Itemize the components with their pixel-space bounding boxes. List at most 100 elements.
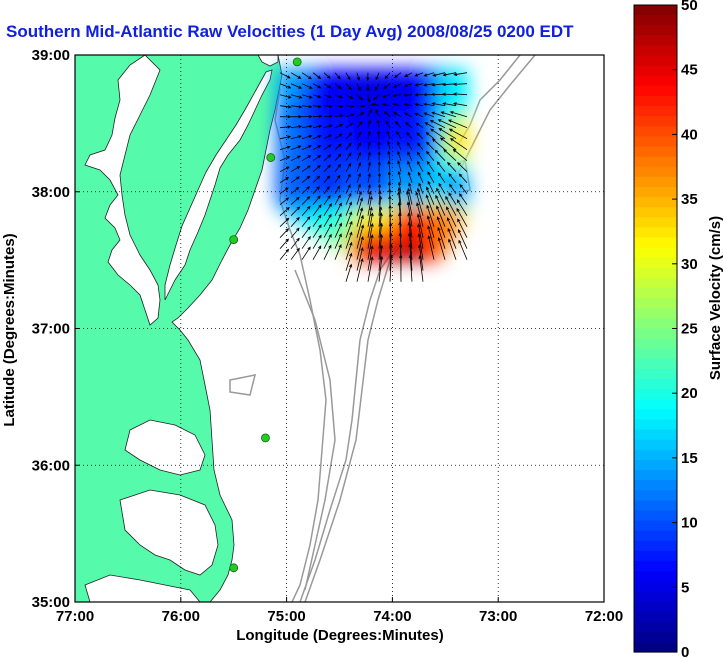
velocity-arrow [378,206,383,227]
field-cell [366,242,373,250]
velocity-arrow [375,108,380,117]
velocity-arrow [392,93,402,98]
field-cell [294,92,301,100]
field-cell [426,74,433,82]
field-cell [462,212,469,220]
colorbar-step [634,45,677,57]
colorbar-step [634,207,677,218]
velocity-arrow [431,83,446,87]
radar-stations [229,57,302,573]
velocity-arrow [356,207,364,227]
velocity-arrow [367,256,374,282]
field-cell [408,152,415,160]
field-cell [450,230,457,238]
velocity-arrow [407,160,413,172]
velocity-arrow [290,196,300,205]
field-cell [396,110,403,118]
field-cell [396,86,403,94]
field-cell [282,188,289,196]
velocity-arrow [345,83,352,91]
field-cell [360,110,367,118]
field-cell [336,206,343,214]
field-cell [450,92,457,100]
velocity-arrow [312,135,322,140]
field-cell [312,170,319,178]
field-cell [360,92,367,100]
field-cell [384,206,391,214]
field-cell [300,176,307,184]
field-cell [438,200,445,208]
field-cell [348,86,355,94]
field-cell [342,164,349,172]
field-cell [360,158,367,166]
colorbar-step [634,55,677,67]
field-cell [402,224,409,232]
velocity-arrow [279,187,289,195]
colorbar-step [634,409,677,421]
field-cell [306,182,313,190]
field-cell [300,122,307,130]
field-cell [420,164,427,172]
field-cell [312,182,319,190]
velocity-arrow [312,83,322,89]
velocity-arrow [279,176,290,184]
field-cell [414,236,421,244]
field-cell [444,134,451,142]
colorbar-step [634,166,677,178]
velocity-arrow [356,183,361,194]
field-cell [378,74,385,82]
colorbar-step [634,470,677,481]
field-cell [420,218,427,226]
field-cell [342,218,349,226]
field-cell [432,104,439,112]
field-cell [378,158,385,166]
colorbar-step [634,561,677,572]
velocity-arrow [438,128,457,140]
field-cell [426,212,433,220]
velocity-arrow [408,243,413,271]
velocity-arrow [334,244,342,260]
field-cell [408,98,415,106]
velocity-arrow [290,155,302,162]
field-cell [420,92,427,100]
field-cell [402,116,409,124]
field-cell [384,254,391,262]
field-cell [300,194,307,202]
field-cell [318,200,325,208]
field-cell [354,98,361,106]
field-cell [432,236,439,244]
field-cell [384,194,391,202]
field-cell [450,122,457,130]
velocity-arrow [403,103,413,107]
velocity-vectors [279,72,468,282]
colorbar-step [634,389,677,400]
velocity-arrow [334,185,340,194]
field-cell [432,140,439,148]
velocity-arrow [279,135,292,140]
velocity-arrow [416,132,424,139]
velocity-arrow [334,123,344,129]
colorbar-step [634,368,677,380]
field-cell [294,74,301,82]
field-cell [390,122,397,130]
field-cell [384,146,391,154]
field-cell [456,146,463,154]
velocity-arrow [323,124,333,129]
field-cell [444,80,451,88]
field-cell [282,104,289,112]
field-cell [450,68,457,76]
field-cell [462,164,469,172]
field-cell [354,116,361,124]
field-cell [318,86,325,94]
field-cell [372,92,379,100]
field-cell [426,68,433,76]
field-cell [378,200,385,208]
velocity-arrow [388,222,393,249]
velocity-arrow [399,254,403,282]
field-cell [324,236,331,244]
field-cell [276,110,283,118]
field-cell [348,122,355,130]
field-cell [426,122,433,130]
field-cell [354,104,361,112]
